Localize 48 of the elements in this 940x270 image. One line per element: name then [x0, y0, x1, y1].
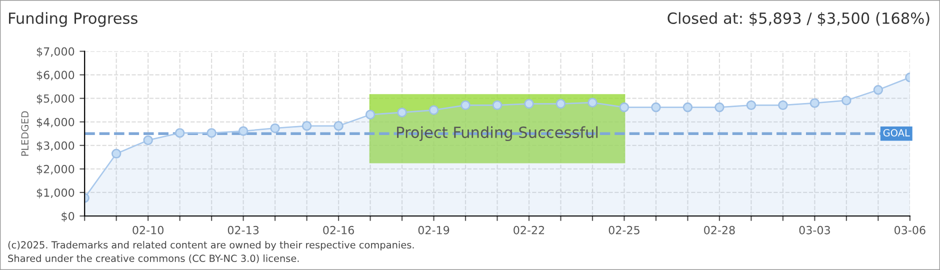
point: [397, 108, 407, 118]
point: [682, 102, 693, 112]
point: [302, 121, 312, 131]
point: [810, 98, 820, 108]
y-tick-label: $7,000: [36, 47, 74, 58]
point: [238, 126, 248, 136]
point: [174, 128, 185, 138]
y-tick-label: $0: [62, 212, 74, 222]
chart-subtitle: Closed at: $5,893 / $3,500 (168%): [668, 12, 930, 26]
point: [778, 100, 788, 110]
text: Shared under the creative commons (CC BY-NC 3.0) license.: [8, 254, 299, 264]
point: [842, 96, 852, 106]
point: [524, 98, 534, 109]
point: [111, 148, 122, 159]
x-tick-label: 03-03: [799, 226, 830, 234]
point: [334, 121, 344, 131]
point: [460, 100, 470, 110]
point: [619, 102, 630, 112]
point: [206, 128, 216, 138]
point: [746, 100, 756, 110]
y-tick-label: $4,000: [36, 118, 74, 128]
x-tick-label: 02-25: [608, 226, 640, 234]
y-tick-label: $3,000: [36, 141, 74, 152]
x-tick-label: 02-10: [132, 226, 164, 234]
point: [428, 105, 439, 115]
x-tick-label: 03-06: [894, 226, 926, 234]
y-tick-label: $5,000: [36, 94, 74, 104]
point: [556, 98, 566, 109]
point: [588, 98, 598, 108]
x-tick-label: 02-28: [704, 226, 735, 234]
chart-title: Funding Progress: [9, 12, 138, 27]
point: [492, 100, 502, 110]
y-axis-title: PLEDGED: [21, 111, 29, 156]
point: [714, 102, 724, 112]
y-tick-label: $2,000: [36, 164, 74, 175]
x-tick-label: 02-16: [323, 226, 354, 234]
point: [143, 135, 153, 146]
point: [873, 85, 884, 95]
point: [651, 102, 661, 112]
y-tick-label: $1,000: [36, 188, 74, 198]
ref-line-label: GOAL: [883, 129, 910, 136]
text: (c)2025. Trademarks and related content are owned by their respective companies.: [8, 240, 414, 250]
x-tick-label: 02-13: [228, 226, 259, 234]
y-tick-label: $6,000: [36, 70, 74, 81]
x-tick-label: 02-19: [418, 226, 450, 234]
point: [270, 123, 280, 134]
point: [365, 110, 376, 120]
x-tick-label: 02-22: [514, 226, 544, 234]
